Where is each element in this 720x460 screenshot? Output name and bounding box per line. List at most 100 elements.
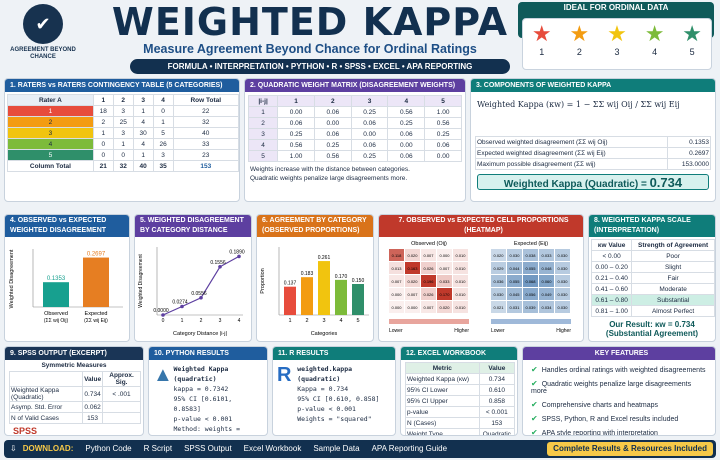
panel-python: 10. PYTHON RESULTS ▲ Weighted Kappa (qua…: [148, 346, 268, 436]
python-line: Weighted Kappa (quadratic): [173, 365, 229, 383]
data-label: 0.1556: [210, 260, 226, 266]
table-cell: Weight Type: [405, 428, 480, 435]
download-item[interactable]: R Script: [143, 444, 173, 453]
table-row: 5 0 0 1 3 23: [7, 149, 239, 161]
table-row: 95% CI Upper 0.858: [405, 395, 516, 407]
cell-value: 0.026: [423, 266, 434, 271]
star-item: ★ 5: [682, 21, 702, 69]
resources-button[interactable]: Complete Results & Resources Included: [547, 442, 713, 456]
our-result: Our Result: κw = 0.734: [609, 320, 695, 329]
panel-excel: 12. EXCEL WORKBOOK Metric Value Weighted K…: [400, 346, 518, 436]
table-cell: 0.06: [277, 117, 315, 129]
download-item[interactable]: SPSS Output: [184, 444, 232, 453]
bar: [83, 257, 109, 307]
table-cell: 2: [247, 117, 279, 129]
table-row: |i-j| 1 2 3 4 5: [247, 95, 462, 107]
table-row: 0.61 – 0.80 Substantial: [590, 294, 715, 306]
table-cell: 0.610: [478, 384, 516, 396]
cell-value: 0.031: [509, 305, 520, 310]
heatmap-cell: [421, 249, 436, 261]
cell-value: 0.030: [557, 305, 568, 310]
download-item[interactable]: Sample Data: [313, 444, 360, 453]
panel-obs-exp: 4. OBSERVED vs EXPECTED WEIGHTED DISAGRE…: [4, 214, 130, 342]
star-label: 4: [652, 47, 658, 57]
data-label: 0.183: [301, 271, 314, 277]
heatmap-cell: [523, 288, 538, 300]
cell-value: 0.000: [391, 305, 402, 310]
column-header: Approx. Sig.: [102, 371, 141, 387]
column-header: Value: [478, 362, 516, 374]
cell-value: 0.020: [407, 253, 418, 258]
column-header: 2: [112, 94, 134, 106]
heatmap-cell: [389, 275, 404, 287]
table-cell: 2: [7, 116, 94, 128]
table-cell: 0.734: [478, 373, 516, 385]
table-cell: 4: [132, 116, 154, 128]
table-row: 3 1 3 30 5 40: [7, 127, 239, 139]
cell-value: 0.010: [455, 292, 466, 297]
weights-note-2: Quadratic weights penalize large disagre…: [250, 175, 408, 182]
data-point: [199, 295, 203, 300]
heatmap-cell: [421, 301, 436, 313]
cell-value: 0.000: [391, 292, 402, 297]
table-cell: 25: [112, 116, 134, 128]
table-cell: Fair: [631, 272, 715, 284]
table-cell: 0.06: [350, 117, 389, 129]
color-scale: [491, 319, 571, 324]
panel-title: 5. WEIGHTED DISAGREEMENT BY CATEGORY DIS…: [135, 215, 251, 237]
data-label: 0.0274: [172, 300, 188, 306]
feature-item: SPSS, Python, R and Excel results includ…: [531, 414, 707, 423]
table-row: Metric Value: [405, 362, 516, 374]
table-cell: 0.06: [350, 139, 389, 151]
bar: [284, 286, 296, 315]
heatmap-cell: [555, 288, 570, 300]
cell-value: 0.007: [439, 266, 450, 271]
heatmap-cell: [523, 262, 538, 274]
panel-title: 3. COMPONENTS OF WEIGHTED KAPPA: [471, 79, 715, 92]
table-cell: 0.21 – 0.40: [590, 272, 633, 284]
table-cell: 0.25: [350, 150, 389, 162]
heatmap-cell: [453, 288, 468, 300]
cell-value: 0.055: [525, 266, 536, 271]
download-item[interactable]: Python Code: [85, 444, 132, 453]
table-cell: 0.56: [277, 139, 315, 151]
table-row: 0.81 – 1.00 Almost Perfect: [590, 305, 715, 317]
column-header: 2: [313, 95, 352, 107]
download-item[interactable]: Excel Workbook: [243, 444, 302, 453]
table-row: Column Total 21 32 40 35 153: [7, 160, 239, 172]
star-icon: ★: [682, 21, 703, 46]
rater-a-label: Rater A: [7, 94, 94, 106]
panel-title: 9. SPSS OUTPUT (EXCERPT): [5, 347, 143, 360]
table-cell: 1: [132, 105, 154, 117]
cell-value: 0.056: [525, 292, 536, 297]
table-cell: Weighted Kappa (κw): [405, 373, 480, 385]
table-cell: < .001: [102, 386, 141, 402]
table-cell: 21: [92, 160, 114, 172]
cell-value: 0.020: [407, 279, 418, 284]
download-item[interactable]: APA Reporting Guide: [371, 444, 448, 453]
column-header: Value: [82, 371, 104, 387]
table-cell: N (Cases): [405, 417, 480, 429]
panel-title: KEY FEATURES: [523, 347, 715, 360]
heatmap-cell: [405, 249, 420, 261]
heatmap-cell: [453, 249, 468, 261]
table-cell: 0.062: [82, 401, 104, 413]
data-point: [180, 304, 184, 309]
tick-label: 4: [238, 318, 241, 324]
panel-title: 8. WEIGHTED KAPPA SCALE (INTERPRETATION): [589, 215, 715, 237]
logo: ✔ AGREEMENT BEYOND CHANCE: [8, 4, 78, 74]
cell-value: 0.118: [392, 253, 402, 258]
heatmap-cell: [491, 301, 506, 313]
table-cell: 153.0000: [666, 158, 712, 170]
cell-value: 0.196: [423, 279, 434, 284]
logo-text: AGREEMENT BEYOND CHANCE: [10, 47, 76, 60]
star-item: ★ 2: [570, 21, 590, 69]
table-row: 5 1.00 0.56 0.25 0.06 0.00: [247, 150, 462, 162]
y-axis-label: Weighted Disagreement: [9, 249, 15, 308]
cell-value: 0.060: [541, 279, 552, 284]
cell-value: 0.044: [509, 266, 520, 271]
table-cell: 0.61 – 0.80: [590, 294, 633, 306]
spss-table: Value Approx. Sig. Weighted Kappa (Quadrat…: [8, 371, 141, 424]
cell-value: 0.048: [541, 266, 552, 271]
